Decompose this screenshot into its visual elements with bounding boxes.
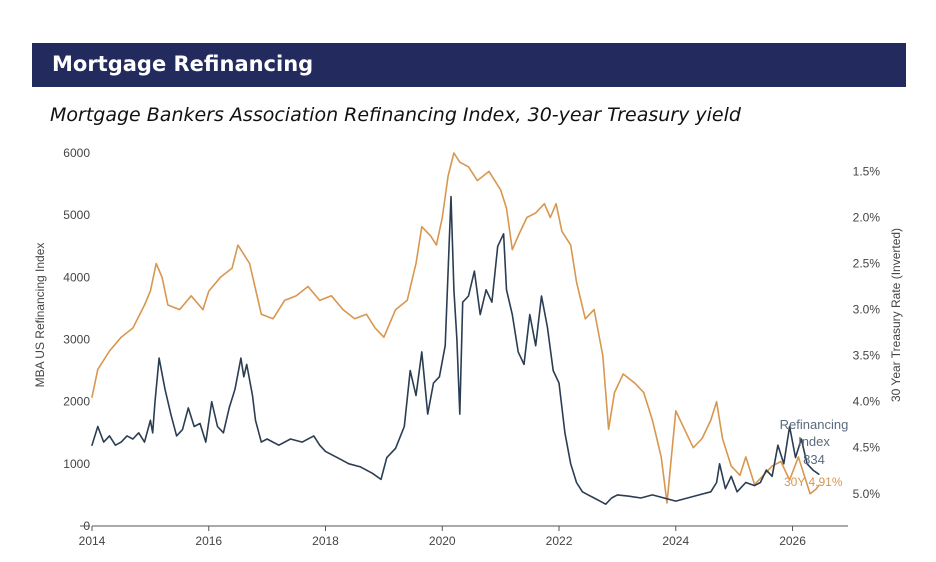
x-ticks: 2014 2016 2018 2020 2022 2024 2026 xyxy=(79,526,806,548)
x-tick-label: 2020 xyxy=(429,534,456,548)
y2-tick-label: 1.5% xyxy=(853,164,881,178)
section-banner: Mortgage Refinancing xyxy=(32,43,906,87)
y2-tick-label: 4.0% xyxy=(853,395,881,409)
y-tick-label: 3000 xyxy=(63,333,90,347)
y2-tick-label: 5.0% xyxy=(853,487,881,501)
annotations: Refinancing Index 834 30Y 4.91% xyxy=(780,417,849,489)
x-tick-label: 2018 xyxy=(312,534,339,548)
chart-subtitle: Mortgage Bankers Association Refinancing… xyxy=(50,104,741,126)
x-tick-label: 2022 xyxy=(546,534,573,548)
y2-tick-label: 2.0% xyxy=(853,210,881,224)
y2-tick-label: 3.0% xyxy=(853,303,881,317)
x-tick-label: 2024 xyxy=(662,534,689,548)
refi-label-line1: Refinancing xyxy=(780,417,849,432)
refi-value-label: 834 xyxy=(803,452,825,467)
series-refinancing-index-line xyxy=(91,195,820,506)
series-layer xyxy=(91,152,820,506)
y-tick-label: 1000 xyxy=(63,457,90,471)
y-axis-title: MBA US Refinancing Index xyxy=(33,243,47,388)
y-tick-label: 5000 xyxy=(63,208,90,222)
series-30y-yield-line xyxy=(91,152,820,504)
y-axis-right: 1.5% 2.0% 2.5% 3.0% 3.5% 4.0% 4.5% 5.0% xyxy=(853,164,881,500)
refi-label-line2: Index xyxy=(798,434,830,449)
x-tick-label: 2016 xyxy=(195,534,222,548)
x-axis: 2014 2016 2018 2020 2022 2024 2026 xyxy=(79,525,848,548)
y-tick-label: 6000 xyxy=(63,146,90,160)
banner-title: Mortgage Refinancing xyxy=(52,52,314,76)
x-tick-label: 2014 xyxy=(79,534,106,548)
y-tick-label: 2000 xyxy=(63,395,90,409)
y2-tick-label: 4.5% xyxy=(853,441,881,455)
yield-value-label: 30Y 4.91% xyxy=(784,475,843,489)
y2-tick-label: 2.5% xyxy=(853,257,881,271)
y-tick-label: 4000 xyxy=(63,270,90,284)
y2-tick-label: 3.5% xyxy=(853,349,881,363)
x-tick-label: 2026 xyxy=(779,534,806,548)
y2-axis-title: 30 Year Treasury Rate (Inverted) xyxy=(889,228,903,402)
